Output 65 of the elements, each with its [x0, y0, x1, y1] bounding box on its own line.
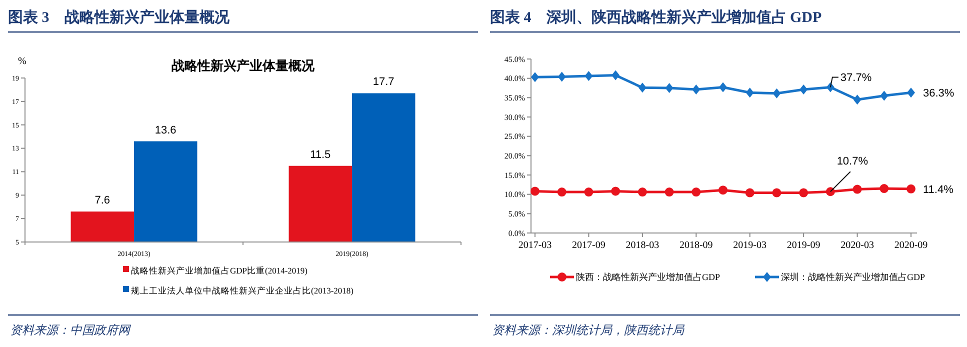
y-tick-label: 15.0%: [504, 170, 526, 180]
y-tick-label: 10.0%: [504, 190, 526, 200]
data-label: 7.6: [94, 194, 110, 207]
point: [584, 188, 594, 197]
point: [692, 188, 701, 197]
x-tick-label: 2020-03: [840, 240, 874, 251]
point: [718, 186, 728, 195]
y-tick-label: 0.0%: [508, 228, 526, 238]
chart-subtitle: 战略性新兴产业体量概况: [172, 58, 316, 73]
x-tick-label: 2019-03: [733, 240, 767, 251]
point: [558, 72, 566, 82]
y-tick-label: 30.0%: [504, 112, 526, 122]
y-tick-label: 40.0%: [504, 74, 526, 84]
point: [612, 70, 620, 80]
y-tick-label: 35.0%: [504, 93, 526, 102]
data-label: 36.3%: [923, 87, 954, 100]
data-label: 11.5: [310, 148, 331, 161]
data-label: 11.4%: [923, 184, 954, 196]
x-tick-label: 2018-09: [679, 240, 713, 251]
x-tick-label: 2017-03: [518, 240, 552, 251]
point: [611, 186, 620, 196]
point: [853, 94, 862, 105]
point: [530, 186, 540, 196]
x-tick-label: 2019-09: [786, 240, 820, 251]
point: [664, 188, 674, 197]
y-axis-title: %: [18, 56, 26, 67]
point: [638, 188, 647, 197]
point: [852, 184, 862, 194]
point: [880, 184, 889, 194]
point: [907, 88, 915, 98]
point: [692, 84, 700, 95]
chart-title: 图表 3 战略性新兴产业体量概况: [8, 8, 230, 26]
x-tick-label: 2018-03: [626, 240, 660, 251]
point: [719, 82, 727, 92]
legend-label: 规上工业法人单位中战略性新兴产业企业占比(2013-2018): [131, 286, 354, 296]
point: [826, 187, 835, 196]
y-tick-label: 25.0%: [504, 132, 526, 142]
legend-label: 陕西：战略性新兴产业增加值占GDP: [576, 272, 720, 282]
y-tick-label: 5.0%: [508, 209, 526, 218]
point: [772, 188, 782, 198]
point: [745, 188, 754, 198]
x-tick-label: 2017-09: [572, 240, 606, 251]
y-tick-label: 45.0%: [504, 54, 526, 64]
point: [799, 188, 808, 198]
data-label: 10.7%: [836, 156, 868, 168]
data-label: 37.7%: [840, 72, 872, 84]
point: [584, 71, 593, 82]
data-label: 13.6: [154, 124, 176, 136]
chart-title: 图表 4 深圳、陕西战略性新兴产业增加值占 GDP: [490, 8, 822, 26]
point: [665, 83, 674, 93]
x-tick-label: 2020-09: [894, 240, 928, 251]
data-label: 17.7: [372, 76, 394, 88]
text: 资料来源：中国政府网: [10, 323, 132, 337]
point: [880, 90, 888, 101]
legend-label: 战略性新兴产业增加值占GDP比重(2014-2019): [131, 266, 308, 276]
point: [531, 72, 539, 82]
point: [557, 188, 566, 197]
text: 资料来源：深圳统计局，陕西统计局: [492, 323, 685, 337]
y-tick-label: 20.0%: [504, 151, 526, 160]
point: [638, 82, 646, 93]
point: [800, 84, 808, 95]
point: [772, 88, 781, 98]
legend-label: 深圳：战略性新兴产业增加值占GDP: [781, 272, 926, 282]
point: [746, 88, 754, 98]
point: [906, 184, 916, 194]
